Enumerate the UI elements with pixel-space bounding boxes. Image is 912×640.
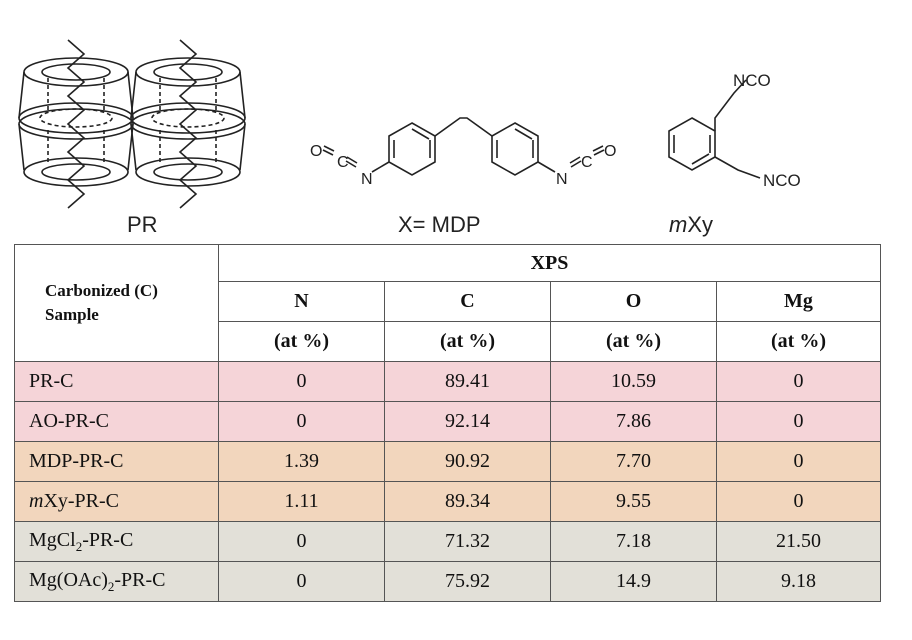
sample-post: -PR-C xyxy=(82,528,134,551)
sample-italic-prefix: m xyxy=(29,490,44,512)
table-row: mXy-PR-C 1.11 89.34 9.55 0 xyxy=(14,481,881,522)
sample-subscript: 2 xyxy=(75,538,83,554)
sample-header-line2: Sample xyxy=(45,305,99,324)
c-cell: 90.92 xyxy=(384,441,551,482)
table-row: PR-C 0 89.41 10.59 0 xyxy=(14,361,881,402)
mdp-atom-labels: O C N N C O xyxy=(310,143,616,188)
sample-cell: AO-PR-C xyxy=(14,401,219,442)
mg-cell: 0 xyxy=(716,361,881,402)
xps-group-header: XPS xyxy=(218,244,881,282)
n-cell: 1.11 xyxy=(218,481,385,522)
svg-text:NCO: NCO xyxy=(763,171,801,190)
sample-rest: Xy-PR-C xyxy=(43,490,120,512)
mg-cell: 0 xyxy=(716,481,881,522)
header-row-elements: N C O Mg xyxy=(15,281,881,322)
n-cell: 0 xyxy=(218,561,385,602)
xps-table: Carbonized (C) Sample XPS N C O Mg (at %… xyxy=(14,244,881,602)
sample-header-line1: Carbonized (C) xyxy=(45,281,158,300)
o-cell: 7.70 xyxy=(550,441,717,482)
svg-text:O: O xyxy=(604,143,616,160)
col-unit-mg: (at %) xyxy=(716,321,881,362)
col-unit-n: (at %) xyxy=(218,321,385,362)
c-cell: 92.14 xyxy=(384,401,551,442)
o-cell: 10.59 xyxy=(550,361,717,402)
o-cell: 7.18 xyxy=(550,521,717,562)
o-cell: 14.9 xyxy=(550,561,717,602)
table-row: AO-PR-C 0 92.14 7.86 0 xyxy=(14,401,881,442)
mxy-label: mXy xyxy=(669,212,713,237)
mxy-atom-labels: NCO NCO xyxy=(733,71,801,190)
pr-label: PR xyxy=(127,212,158,237)
col-header-o: O xyxy=(550,281,717,322)
ring-stack-left xyxy=(18,39,134,209)
svg-text:O: O xyxy=(310,143,322,160)
n-cell: 0 xyxy=(218,401,385,442)
sample-pre: MgCl xyxy=(29,528,76,551)
sample-pre: Mg(OAc) xyxy=(29,568,108,591)
mg-cell: 21.50 xyxy=(716,521,881,562)
svg-text:C: C xyxy=(337,154,349,171)
chemical-structures-figure: PR O C N N C O X= MDP NCO NCO mX xyxy=(18,39,801,237)
mxy-molecule xyxy=(668,79,761,179)
o-cell: 7.86 xyxy=(550,401,717,442)
mg-cell: 0 xyxy=(716,401,881,442)
col-unit-o: (at %) xyxy=(550,321,717,362)
c-cell: 75.92 xyxy=(384,561,551,602)
svg-text:N: N xyxy=(361,171,373,188)
o-cell: 9.55 xyxy=(550,481,717,522)
sample-cell: MgCl2-PR-C xyxy=(14,521,219,562)
n-cell: 1.39 xyxy=(218,441,385,482)
mdp-label: X= MDP xyxy=(398,212,481,237)
sample-cell: mXy-PR-C xyxy=(14,481,219,522)
col-header-n: N xyxy=(218,281,385,322)
header-row-group: Carbonized (C) Sample XPS xyxy=(14,244,881,362)
svg-text:C: C xyxy=(581,154,593,171)
mg-cell: 9.18 xyxy=(716,561,881,602)
table-row: MDP-PR-C 1.39 90.92 7.70 0 xyxy=(14,441,881,482)
svg-text:NCO: NCO xyxy=(733,71,771,90)
c-cell: 89.34 xyxy=(384,481,551,522)
polyrotaxane-drawing xyxy=(18,39,246,209)
mg-cell: 0 xyxy=(716,441,881,482)
n-cell: 0 xyxy=(218,521,385,562)
sample-cell: PR-C xyxy=(14,361,219,402)
table-row: MgCl2-PR-C 0 71.32 7.18 21.50 xyxy=(14,521,881,562)
sample-cell: MDP-PR-C xyxy=(14,441,219,482)
sample-post: -PR-C xyxy=(114,568,166,591)
c-cell: 89.41 xyxy=(384,361,551,402)
n-cell: 0 xyxy=(218,361,385,402)
ring-stack-right xyxy=(130,39,246,209)
sample-cell: Mg(OAc)2-PR-C xyxy=(14,561,219,602)
col-unit-c: (at %) xyxy=(384,321,551,362)
table-row: Mg(OAc)2-PR-C 0 75.92 14.9 9.18 xyxy=(14,561,881,602)
mdp-molecule xyxy=(322,117,605,176)
svg-text:N: N xyxy=(556,171,568,188)
col-header-mg: Mg xyxy=(716,281,881,322)
sample-subscript: 2 xyxy=(107,578,115,594)
sample-header: Carbonized (C) Sample xyxy=(14,244,219,362)
col-header-c: C xyxy=(384,281,551,322)
c-cell: 71.32 xyxy=(384,521,551,562)
